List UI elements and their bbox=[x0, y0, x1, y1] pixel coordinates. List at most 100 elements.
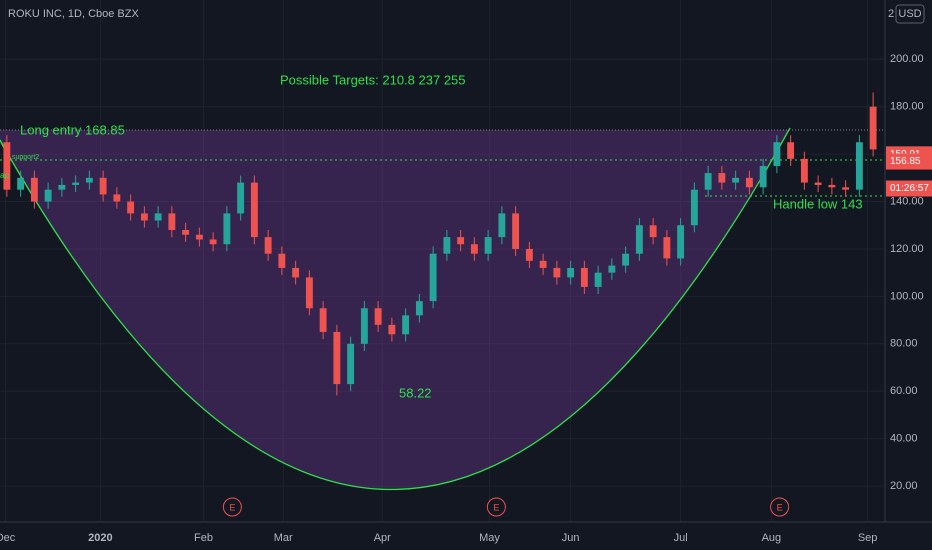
candle-body bbox=[594, 272, 602, 287]
candle-body bbox=[622, 253, 630, 266]
earnings-label: E bbox=[777, 502, 783, 512]
candle-body bbox=[3, 142, 11, 190]
candle-body bbox=[869, 106, 877, 150]
candle-body bbox=[429, 253, 437, 302]
candle-body bbox=[814, 182, 822, 185]
candle-body bbox=[250, 182, 258, 238]
candle-body bbox=[85, 177, 93, 183]
candle-body bbox=[388, 324, 396, 335]
candle-body bbox=[58, 184, 66, 190]
y-tick-label: 40.00 bbox=[890, 433, 918, 445]
y-tick-label: 80.00 bbox=[890, 338, 918, 350]
candle-body bbox=[525, 248, 533, 261]
candle-body bbox=[457, 237, 465, 245]
candle-body bbox=[113, 194, 121, 202]
candle-body bbox=[759, 165, 767, 188]
candle-body bbox=[704, 173, 712, 190]
candle-body bbox=[842, 187, 850, 190]
x-tick-label: Sep bbox=[858, 532, 878, 544]
candle-body bbox=[333, 331, 341, 385]
currency: USD bbox=[898, 8, 921, 20]
candle-body bbox=[787, 142, 795, 159]
earnings-label: E bbox=[493, 502, 499, 512]
candle-body bbox=[745, 177, 753, 188]
entry-annotation: Long entry 168.85 bbox=[20, 122, 125, 137]
candle-body bbox=[209, 239, 217, 245]
candle-body bbox=[99, 177, 107, 195]
candle-body bbox=[360, 308, 368, 344]
candle-body bbox=[498, 213, 506, 238]
x-tick-label: 2020 bbox=[88, 532, 112, 544]
y-tick-label: 140.00 bbox=[890, 195, 924, 207]
candle-body bbox=[402, 315, 410, 335]
candle-body bbox=[649, 225, 657, 238]
y-tick-label: 60.00 bbox=[890, 385, 918, 397]
grid bbox=[0, 0, 885, 522]
candle-body bbox=[484, 237, 492, 254]
price-label: 01:26:57 bbox=[890, 183, 929, 194]
candle-body bbox=[182, 229, 190, 235]
candle-body bbox=[195, 234, 203, 240]
currency-box bbox=[895, 4, 925, 24]
y-tick-label: 120.00 bbox=[890, 243, 924, 255]
candle-body bbox=[154, 213, 162, 221]
x-tick-label: Jun bbox=[562, 532, 580, 544]
candle-body bbox=[443, 237, 451, 254]
candle-body bbox=[663, 237, 671, 259]
price-label: 156.85 bbox=[890, 156, 921, 167]
y-tick-label: 100.00 bbox=[890, 290, 924, 302]
candle-body bbox=[223, 213, 231, 245]
earnings-label: E bbox=[229, 502, 235, 512]
candle-body bbox=[140, 213, 148, 221]
chart-title: ROKU INC, 1D, Cboe BZX bbox=[8, 8, 139, 20]
candle-body bbox=[828, 184, 836, 188]
candle-body bbox=[732, 177, 740, 183]
candle-body bbox=[347, 343, 355, 385]
gap-annotation: ap bbox=[0, 171, 9, 180]
x-tick-label: Mar bbox=[274, 532, 293, 544]
price-label-box bbox=[886, 153, 932, 170]
x-tick-label: May bbox=[479, 532, 500, 544]
x-tick-label: Dec bbox=[0, 532, 16, 544]
y-tick-label: 200.00 bbox=[890, 53, 924, 65]
y-tick-label: 20.00 bbox=[890, 480, 918, 492]
x-tick-label: Feb bbox=[194, 532, 213, 544]
low-annotation: 58.22 bbox=[399, 385, 432, 400]
candle-body bbox=[17, 177, 25, 190]
candle-body bbox=[512, 213, 520, 249]
support-annotation: support2 bbox=[12, 154, 39, 161]
targets-annotation: Possible Targets: 210.8 237 255 bbox=[280, 72, 466, 87]
top-label: 2 bbox=[888, 8, 894, 20]
candle-body bbox=[567, 267, 575, 278]
earnings-marker bbox=[222, 497, 242, 517]
candle-body bbox=[800, 158, 808, 183]
candle-body bbox=[690, 189, 698, 226]
candle-body bbox=[553, 267, 561, 278]
candle-body bbox=[168, 213, 176, 230]
candle-body bbox=[319, 308, 327, 332]
candle-body bbox=[580, 267, 588, 287]
handle-annotation: Handle low 143 bbox=[773, 196, 863, 211]
x-tick-label: Jul bbox=[674, 532, 688, 544]
cup-curve bbox=[0, 127, 791, 491]
candle-body bbox=[292, 267, 300, 278]
candle-body bbox=[470, 244, 478, 254]
earnings-marker bbox=[486, 497, 506, 517]
candle-body bbox=[305, 277, 313, 309]
candle-body bbox=[72, 182, 80, 185]
candle-body bbox=[539, 260, 547, 268]
x-tick-label: Apr bbox=[374, 532, 391, 544]
candle-body bbox=[278, 253, 286, 268]
candle-body bbox=[127, 201, 135, 214]
x-tick-label: Aug bbox=[762, 532, 782, 544]
candles bbox=[3, 92, 877, 396]
candle-body bbox=[635, 225, 643, 254]
candle-body bbox=[718, 173, 726, 183]
candle-body bbox=[30, 177, 38, 202]
candle-body bbox=[264, 237, 272, 254]
candle-body bbox=[237, 182, 245, 214]
candle-body bbox=[677, 225, 685, 259]
candle-body bbox=[773, 142, 781, 166]
